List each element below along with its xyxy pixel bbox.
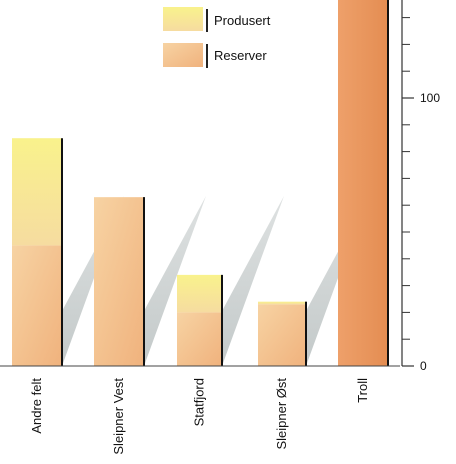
category-label-sleipner-vest: Sleipner Vest <box>111 378 126 455</box>
category-label-troll: Troll <box>355 378 370 403</box>
bar-produsert-sleipner-st <box>258 301 306 305</box>
y-axis: 0 100 <box>401 0 440 373</box>
y-axis-major-ticks: 0 100 <box>402 91 440 373</box>
legend-item-reserver: Reserver <box>163 43 267 68</box>
bar-reserver-statfjord <box>177 312 222 366</box>
legend: Produsert Reserver <box>163 7 271 68</box>
bar-reserver-sleipner-vest <box>94 197 144 366</box>
legend-label-produsert: Produsert <box>214 13 271 28</box>
bars <box>0 0 400 367</box>
category-label-statfjord: Statfjord <box>192 378 207 426</box>
category-label-andre-felt: Andre felt <box>29 378 44 434</box>
bar-produsert-andre-felt <box>12 138 62 246</box>
bar-produsert-statfjord <box>177 274 222 313</box>
bar-reserver-sleipner-st <box>258 304 306 366</box>
y-tick-label-100: 100 <box>420 91 440 105</box>
y-axis-minor-ticks <box>402 17 410 367</box>
legend-label-reserver: Reserver <box>214 48 267 63</box>
y-tick-label-0: 0 <box>420 359 427 373</box>
legend-swatch-reserver <box>163 43 203 67</box>
legend-item-produsert: Produsert <box>163 7 271 32</box>
category-label-sleipner-st: Sleipner Øst <box>274 378 289 450</box>
bar-reserver-troll <box>338 0 388 367</box>
category-labels: Andre felt Sleipner Vest Statfjord Sleipner… <box>29 378 370 455</box>
legend-swatch-produsert <box>163 7 203 31</box>
bar-reserver-andre-felt <box>12 245 62 366</box>
